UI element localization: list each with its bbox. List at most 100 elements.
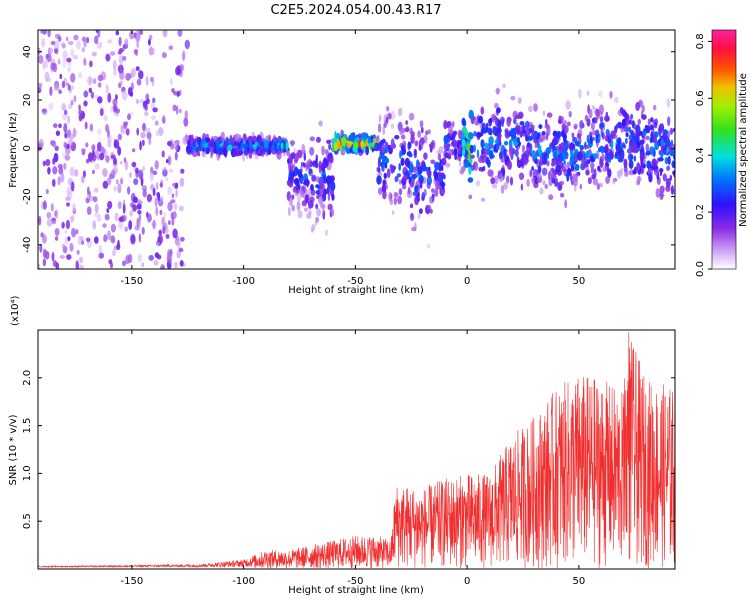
- heatmap-cell: [62, 113, 68, 121]
- heatmap-cell: [301, 143, 306, 154]
- heatmap-cell: [273, 143, 278, 151]
- heatmap-cell: [113, 157, 117, 165]
- heatmap-cell: [95, 94, 98, 100]
- heatmap-cell: [184, 110, 189, 120]
- heatmap-cell: [480, 106, 485, 115]
- heatmap-cell: [61, 58, 67, 69]
- heatmap-cell: [106, 208, 110, 213]
- heatmap-cell: [68, 41, 74, 46]
- heatmap-cell: [398, 188, 403, 196]
- xtick-label: -100: [232, 576, 255, 587]
- heatmap-cell: [579, 120, 584, 130]
- heatmap-cell: [421, 126, 424, 134]
- heatmap-cell: [64, 236, 69, 245]
- heatmap-cell: [174, 261, 178, 269]
- heatmap-cell: [142, 166, 145, 172]
- heatmap-cell: [54, 84, 60, 91]
- heatmap-cell: [205, 147, 210, 155]
- heatmap-cell: [349, 147, 353, 153]
- heatmap-cell: [411, 226, 417, 232]
- heatmap-cell: [306, 213, 312, 219]
- heatmap-cell: [46, 218, 53, 227]
- heatmap-cell: [97, 82, 102, 88]
- heatmap-cell: [546, 124, 549, 132]
- heatmap-cell: [162, 168, 168, 177]
- heatmap-cell: [54, 48, 59, 54]
- heatmap-cell: [69, 166, 75, 177]
- heatmap-cell: [329, 154, 334, 164]
- heatmap-cell: [55, 236, 59, 241]
- heatmap-cell: [397, 107, 403, 117]
- heatmap-cell: [165, 159, 169, 164]
- heatmap-cell: [114, 212, 119, 222]
- heatmap-cell: [378, 187, 382, 195]
- heatmap-cell: [637, 164, 640, 172]
- heatmap-cell: [450, 140, 456, 147]
- heatmap-cell: [629, 129, 634, 135]
- heatmap-cell: [650, 117, 654, 123]
- heatmap-cell: [592, 130, 597, 136]
- heatmap-cell: [438, 161, 442, 172]
- heatmap-cell: [42, 61, 46, 70]
- heatmap-cell: [648, 172, 653, 183]
- heatmap-cell: [152, 219, 156, 230]
- heatmap-cell: [555, 165, 561, 173]
- heatmap-cell: [629, 141, 635, 150]
- heatmap-cell: [451, 148, 454, 156]
- ytick-label: -20: [22, 188, 33, 204]
- heatmap-cell: [48, 102, 54, 111]
- heatmap-cell: [531, 124, 535, 130]
- heatmap-cell: [494, 175, 499, 184]
- heatmap-cell: [57, 176, 61, 186]
- heatmap-cell: [110, 223, 116, 233]
- heatmap-cell: [66, 57, 72, 63]
- heatmap-cell: [548, 194, 554, 201]
- heatmap-cell: [363, 132, 367, 140]
- heatmap-cell: [524, 158, 530, 163]
- heatmap-cell: [40, 30, 44, 34]
- heatmap-cell: [418, 144, 422, 151]
- heatmap-cell: [576, 133, 582, 139]
- heatmap-cell: [220, 131, 225, 142]
- heatmap-cell: [584, 114, 589, 122]
- heatmap-cell: [163, 167, 167, 172]
- heatmap-cell: [586, 90, 590, 96]
- heatmap-cell: [167, 140, 172, 147]
- snr-plot: -150 -100 -50 0 50 0.5 1.0 1.5 2.0 Height of str…: [8, 295, 676, 596]
- heatmap-cell: [311, 189, 316, 196]
- heatmap-cell: [506, 175, 510, 184]
- heatmap-cell: [502, 83, 506, 89]
- heatmap-cell: [79, 256, 84, 263]
- heatmap-cell: [293, 153, 299, 162]
- heatmap-cell: [628, 159, 634, 169]
- heatmap-cell: [328, 175, 332, 185]
- heatmap-cell: [653, 169, 659, 176]
- colorbar-gradient: [712, 30, 736, 269]
- heatmap-cell: [139, 30, 143, 35]
- heatmap-cell: [386, 106, 389, 112]
- heatmap-cell: [85, 237, 91, 243]
- heatmap-cell: [248, 151, 253, 159]
- xtick-label: 50: [573, 576, 586, 587]
- heatmap-cell: [563, 160, 566, 165]
- heatmap-cell: [171, 193, 175, 198]
- snr-line: [38, 331, 675, 569]
- heatmap-cell: [614, 125, 618, 134]
- heatmap-cell: [201, 151, 206, 158]
- heatmap-cell: [44, 58, 49, 68]
- heatmap-cell: [419, 208, 423, 214]
- heatmap-cell: [64, 229, 68, 234]
- heatmap-cell: [494, 132, 498, 137]
- heatmap-cell: [487, 159, 491, 168]
- heatmap-cell: [612, 178, 615, 185]
- heatmap-cell: [38, 215, 42, 226]
- heatmap-cell: [382, 125, 386, 136]
- heatmap-cell: [390, 123, 395, 130]
- heatmap-cell: [562, 120, 568, 125]
- heatmap-cell: [63, 163, 67, 170]
- heatmap-cell: [668, 145, 672, 155]
- heatmap-cell: [658, 157, 664, 162]
- heatmap-cell: [539, 187, 544, 195]
- heatmap-cell: [634, 166, 637, 173]
- heatmap-cell: [462, 148, 466, 157]
